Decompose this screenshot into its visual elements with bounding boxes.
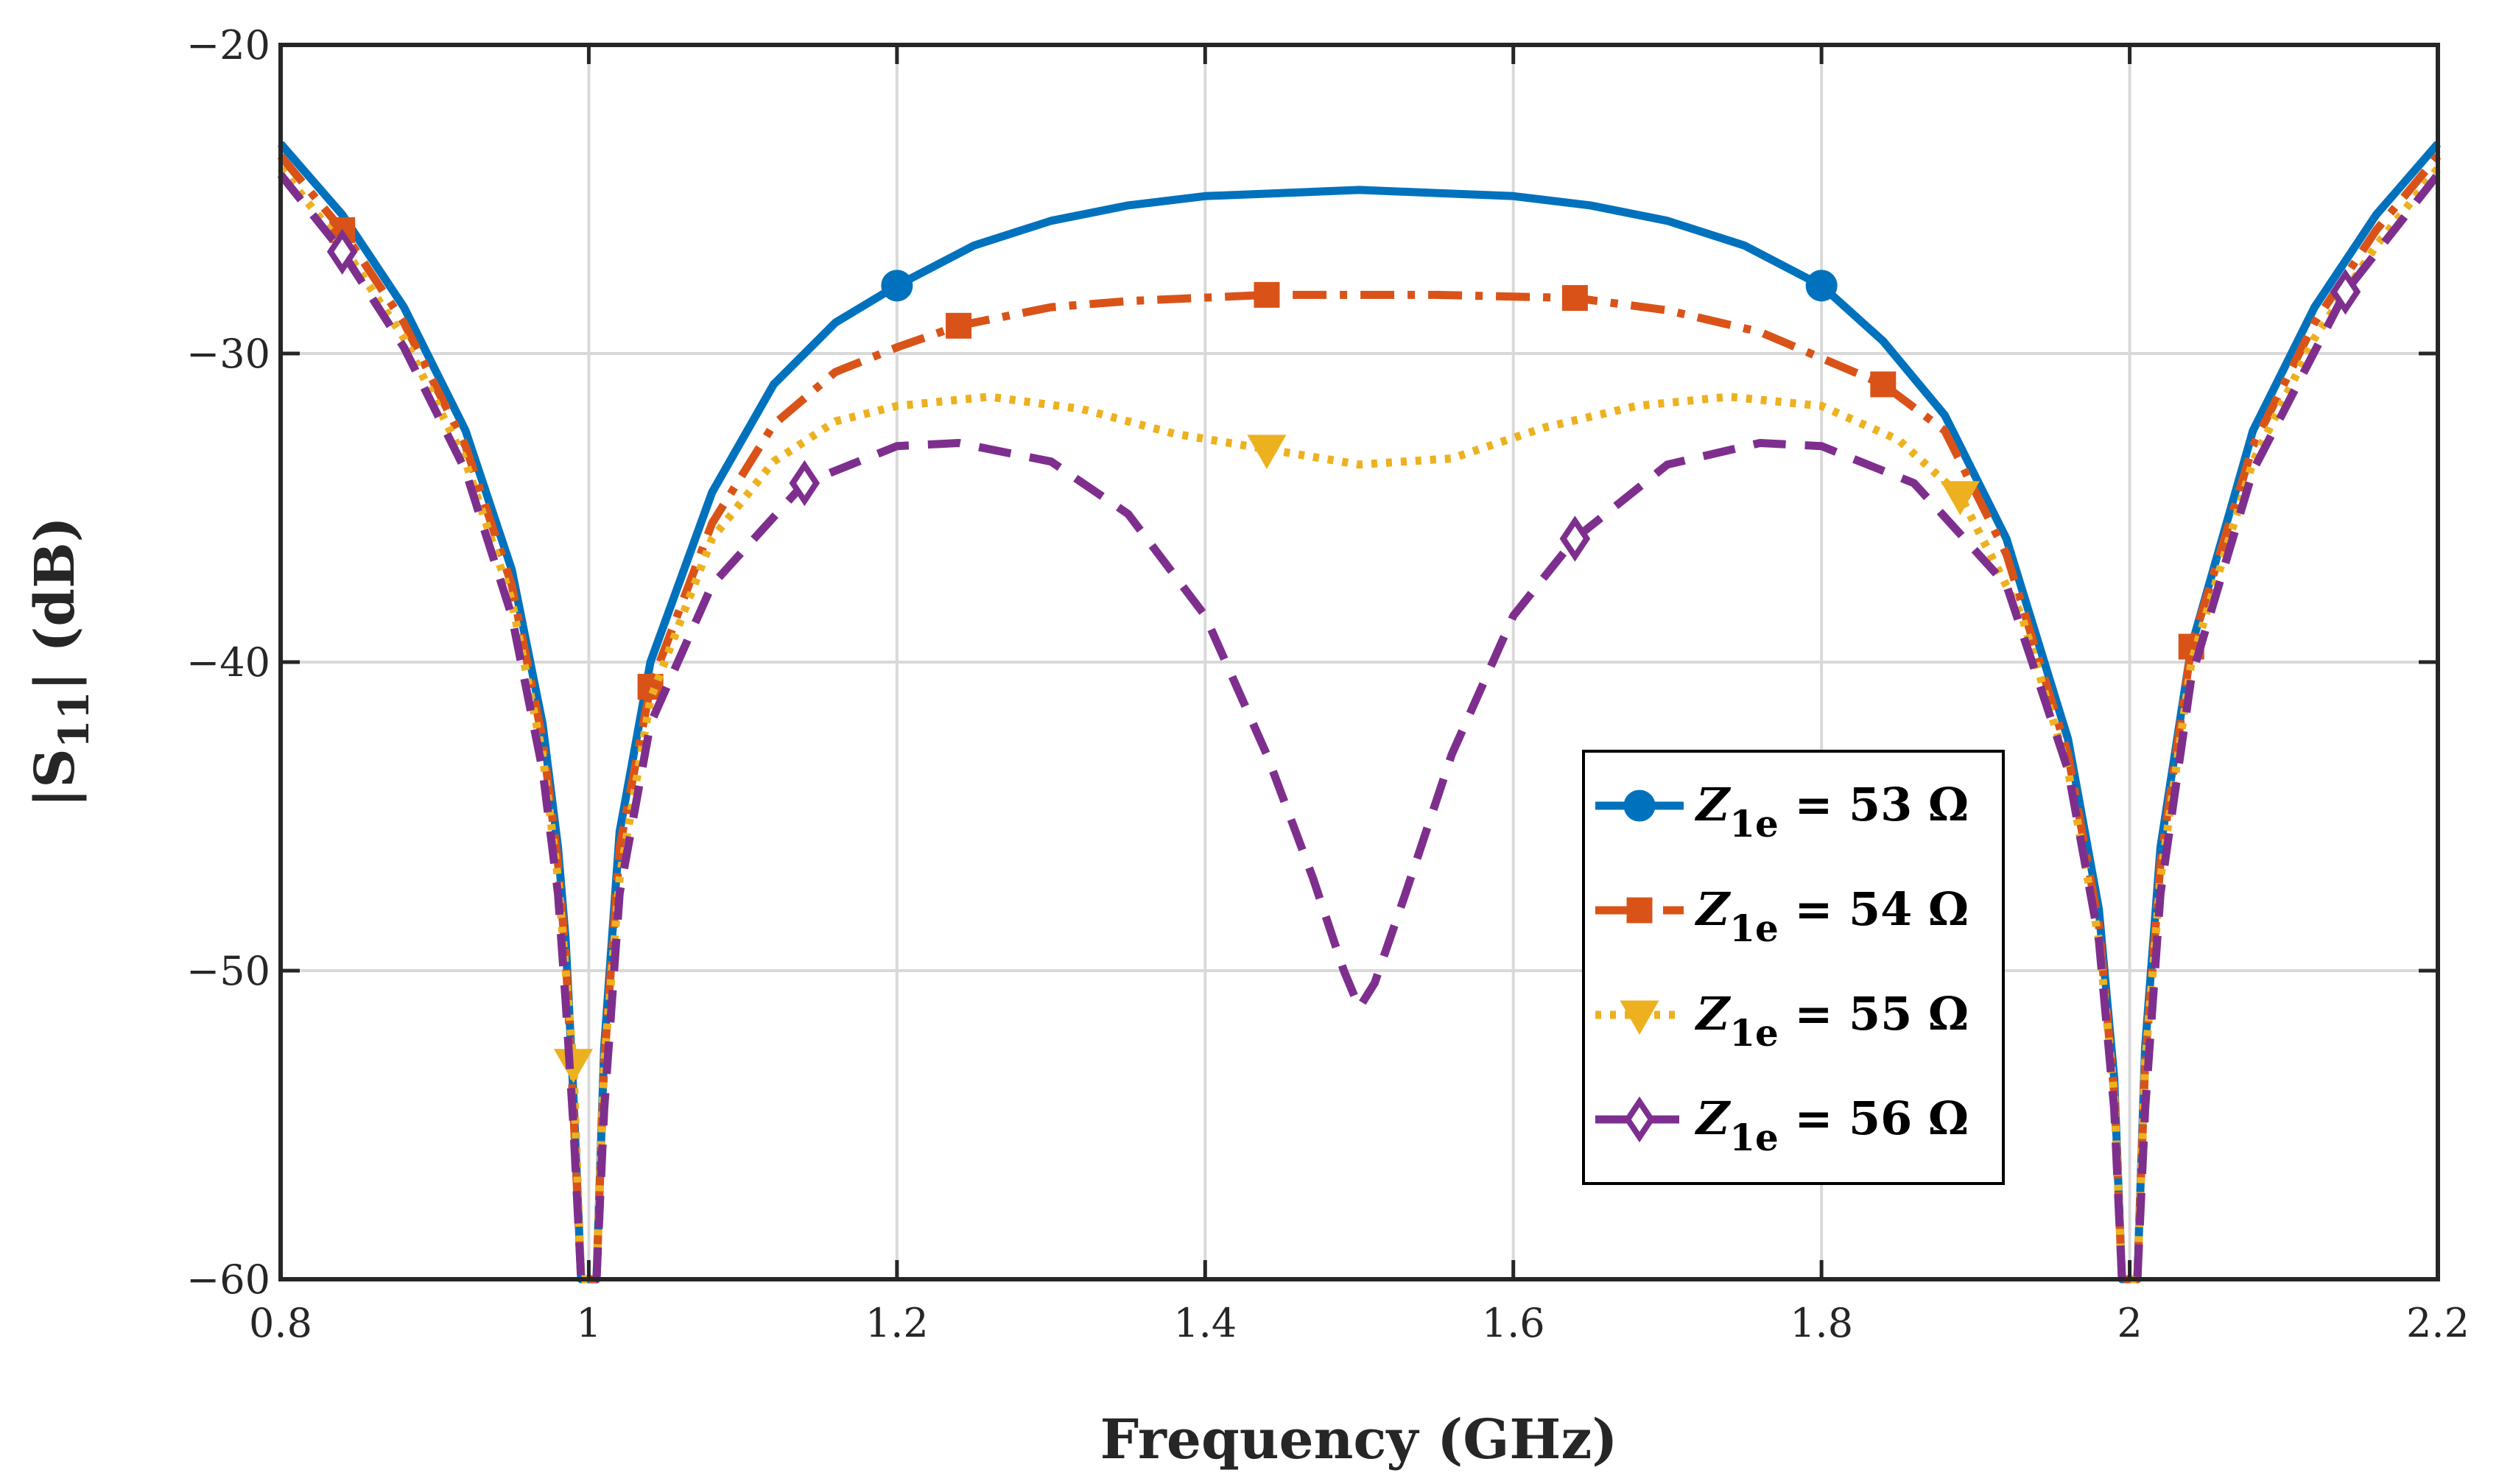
legend-label-symbol: Z [1694,987,1732,1041]
legend-box [1582,750,2005,1185]
x-tick-label: 1 [576,1300,601,1346]
y-tick-label: −60 [186,1256,270,1303]
legend-item-1: Z1e = 53 Ω [1595,778,1969,845]
x-tick-labels: 0.8 1 1.2 1.4 1.6 1.8 2 2.2 [249,1300,2470,1346]
y-axis-title: |S11| (dB) [24,516,99,807]
y-axis-title-tail: | (dB) [24,516,87,691]
y-tick-label: −30 [186,331,270,377]
series-marker [789,460,820,507]
legend-label: Z1e = 54 Ω [1694,882,1969,950]
series-4 [277,172,2442,1284]
legend-item-3: Z1e = 55 Ω [1595,987,1969,1055]
series-marker [881,270,913,302]
legend-swatch-marker [1626,897,1653,924]
series-marker [1805,270,1838,302]
legend-swatch-marker [1623,790,1656,822]
x-tick-label: 1.6 [1482,1300,1545,1346]
y-tick-label: −40 [186,639,270,686]
series-line [277,172,2442,1284]
series-marker [1940,481,1980,516]
series-marker [2330,268,2361,315]
legend-label-value: = 54 Ω [1779,882,1969,936]
legend-label-sub: 1e [1729,907,1779,950]
legend-label-symbol: Z [1694,1091,1732,1145]
ticks [278,43,2440,1281]
legend-item-2: Z1e = 54 Ω [1595,882,1969,950]
series-marker [946,312,972,339]
legend-label: Z1e = 56 Ω [1694,1091,1969,1159]
series-marker [326,228,358,275]
legend-label-value: = 53 Ω [1779,778,1969,831]
legend-label-symbol: Z [1694,882,1732,936]
x-tick-label: 0.8 [249,1300,312,1346]
x-tick-label: 1.4 [1173,1300,1237,1346]
legend-label-symbol: Z [1694,778,1732,831]
grid [281,45,2438,1279]
x-axis-title: Frequency (GHz) [1100,1408,1618,1471]
series-marker [1247,435,1287,469]
y-tick-label: −50 [186,948,270,994]
legend-label: Z1e = 55 Ω [1694,987,1969,1055]
y-tick-labels: −60 −50 −40 −30 −20 [186,22,270,1303]
legend-swatch-marker [1624,1096,1655,1143]
legend-label-sub: 1e [1729,1116,1779,1159]
legend-label-value: = 56 Ω [1779,1091,1969,1145]
legend-label-value: = 55 Ω [1779,987,1969,1041]
y-axis-title-sub: 11 [50,691,99,748]
y-axis-title-main: |S [24,748,87,807]
series-marker [1559,516,1591,562]
legend-swatch-marker [1620,1000,1659,1035]
legend-label: Z1e = 53 Ω [1694,778,1969,845]
x-tick-label: 1.8 [1790,1300,1853,1346]
x-tick-label: 2.2 [2406,1300,2470,1346]
legend-item-4: Z1e = 56 Ω [1595,1091,1969,1159]
series-marker [1870,371,1897,398]
x-tick-label: 2 [2117,1300,2142,1346]
legend-label-sub: 1e [1729,802,1779,845]
series-marker [1561,285,1588,312]
y-tick-label: −20 [186,22,270,68]
legend-label-sub: 1e [1729,1011,1779,1055]
x-tick-label: 1.2 [865,1300,929,1346]
series-marker [1254,281,1280,308]
